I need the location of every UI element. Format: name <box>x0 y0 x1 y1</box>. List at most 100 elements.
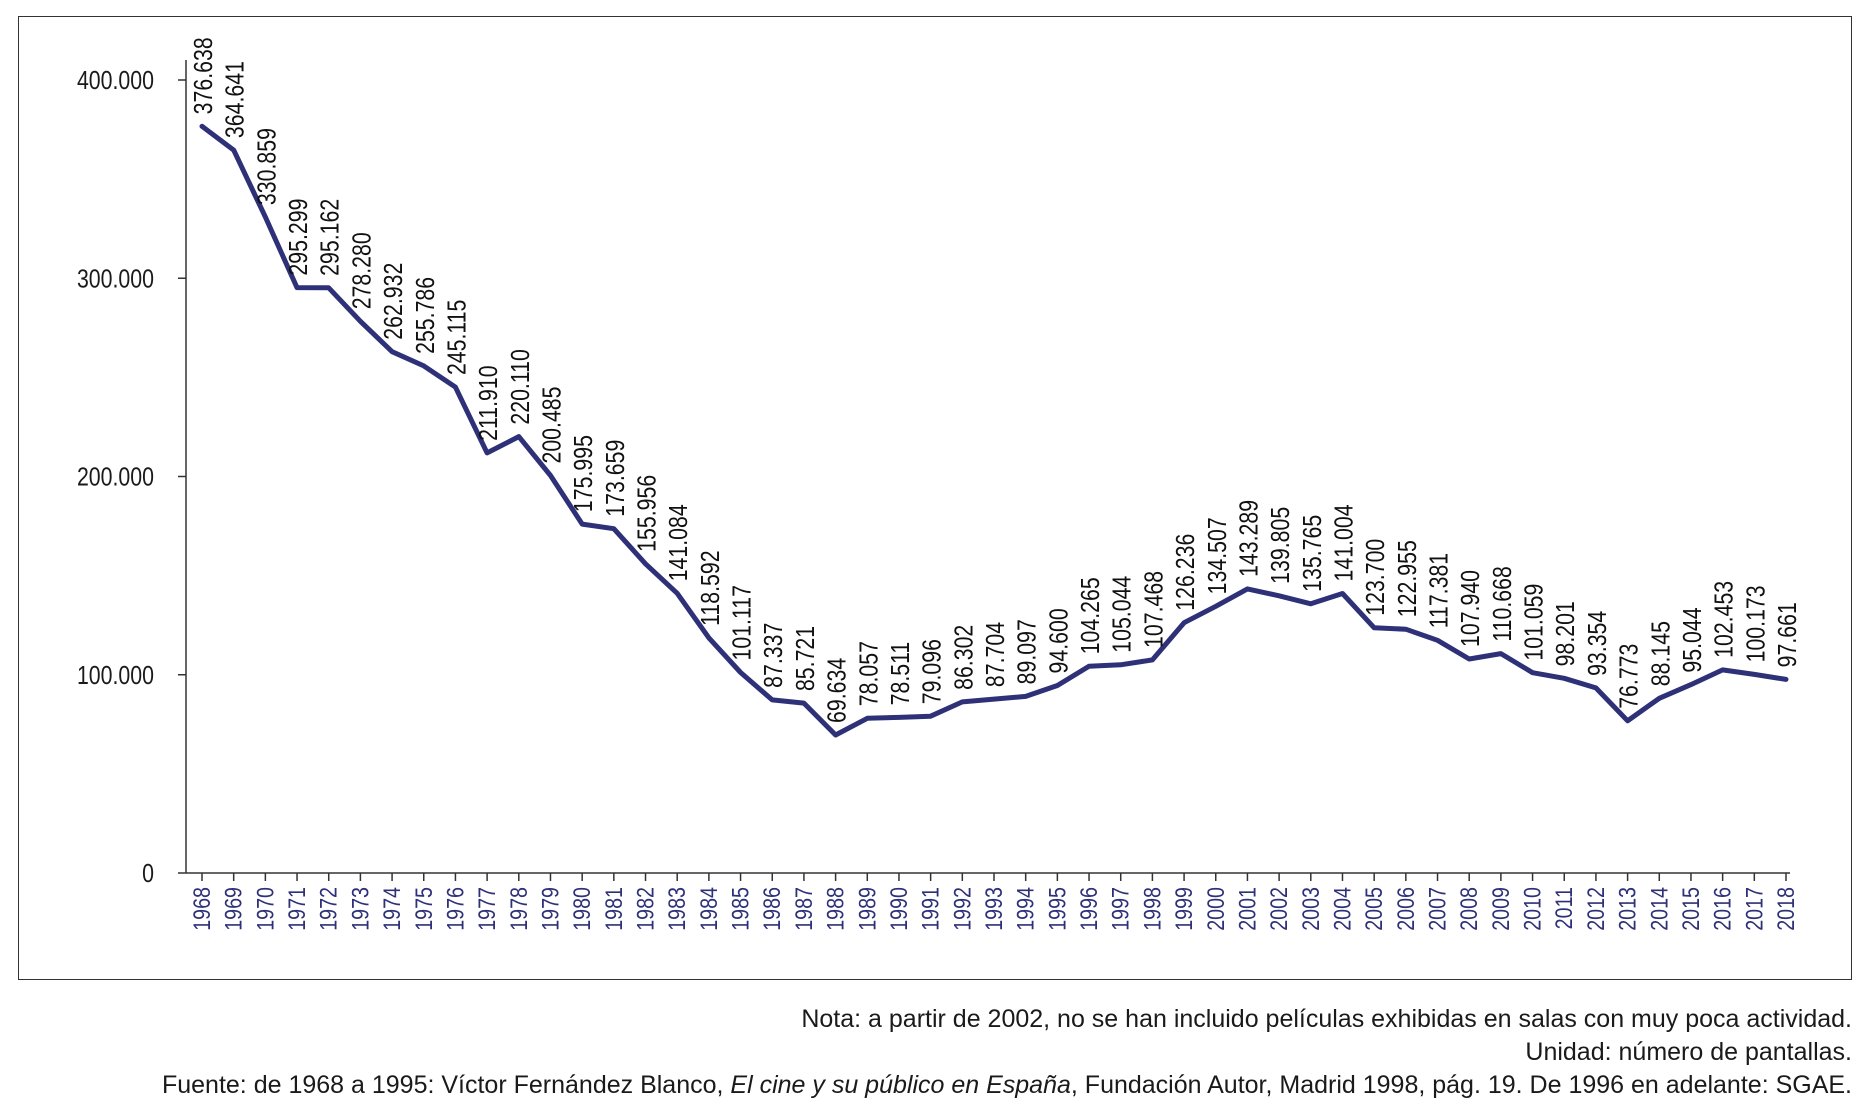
data-label: 87.337 <box>759 623 789 688</box>
x-tick-label: 2017 <box>1740 887 1767 931</box>
data-label: 93.354 <box>1583 611 1613 676</box>
data-label: 101.059 <box>1520 584 1550 661</box>
x-tick-label: 1985 <box>727 887 754 931</box>
y-axis: 0 100.000 200.000 300.000 400.000 <box>77 60 187 889</box>
data-label: 87.704 <box>981 622 1011 687</box>
data-label: 86.302 <box>949 625 979 690</box>
x-tick-label: 1991 <box>917 887 944 931</box>
data-label: 141.004 <box>1330 504 1360 581</box>
x-tick-label: 1978 <box>505 887 532 931</box>
data-label: 139.805 <box>1266 507 1296 584</box>
data-label: 122.955 <box>1393 540 1423 617</box>
data-label: 330.859 <box>252 128 282 205</box>
data-label: 98.201 <box>1551 601 1581 666</box>
data-label: 123.700 <box>1361 539 1391 616</box>
source-title: El cine y su público en España <box>730 1071 1071 1099</box>
x-tick-label: 2014 <box>1645 887 1672 931</box>
y-tick-label: 300.000 <box>77 264 154 294</box>
x-tick-label: 1982 <box>632 887 659 931</box>
x-tick-label: 2015 <box>1677 887 1704 931</box>
x-tick-label: 2003 <box>1297 887 1324 931</box>
data-label: 94.600 <box>1044 608 1074 673</box>
x-tick-label: 1980 <box>568 887 595 931</box>
data-label: 255.786 <box>411 277 441 354</box>
x-tick-label: 1970 <box>251 887 278 931</box>
x-tick-label: 1983 <box>663 887 690 931</box>
x-tick-label: 2018 <box>1772 887 1799 931</box>
data-label: 102.453 <box>1710 581 1740 658</box>
data-label: 295.162 <box>316 199 346 276</box>
x-tick-label: 2000 <box>1202 887 1229 931</box>
data-label: 104.265 <box>1076 577 1106 654</box>
data-label: 100.173 <box>1741 585 1771 662</box>
chart-frame <box>18 16 1852 980</box>
data-label: 110.668 <box>1488 566 1518 641</box>
x-tick-label: 2012 <box>1582 887 1609 931</box>
data-label: 173.659 <box>601 440 631 517</box>
x-tick-label: 1987 <box>790 887 817 931</box>
x-tick-label: 1979 <box>537 887 564 931</box>
x-tick-label: 1997 <box>1107 887 1134 931</box>
data-label: 79.096 <box>918 639 948 704</box>
data-label: 117.381 <box>1425 553 1455 628</box>
y-tick-label: 200.000 <box>77 463 154 493</box>
y-tick-label: 400.000 <box>77 66 154 96</box>
x-tick-label: 1993 <box>980 887 1007 931</box>
x-tick-label: 1992 <box>948 887 975 931</box>
data-label: 97.661 <box>1773 602 1803 667</box>
x-tick-label: 1998 <box>1139 887 1166 931</box>
data-label: 107.468 <box>1139 571 1169 648</box>
data-label: 135.765 <box>1298 515 1328 592</box>
data-label: 295.299 <box>284 199 314 276</box>
x-tick-label: 1996 <box>1075 887 1102 931</box>
data-label: 262.932 <box>379 263 409 340</box>
x-tick-label: 1972 <box>315 887 342 931</box>
data-label: 155.956 <box>633 475 663 552</box>
note-text: Nota: a partir de 2002, no se han inclui… <box>801 1005 1852 1033</box>
data-label: 245.115 <box>442 300 472 375</box>
data-label: 141.084 <box>664 504 694 581</box>
x-axis: 1968 1969 1970 1971 1972 1973 1974 1975 1976 1977… <box>186 872 1799 931</box>
x-tick-label: 1969 <box>220 887 247 931</box>
data-label: 95.044 <box>1678 607 1708 672</box>
data-label: 105.044 <box>1108 576 1138 653</box>
x-tick-label: 1995 <box>1043 887 1070 931</box>
x-tick-label: 1976 <box>442 887 469 931</box>
x-tick-label: 1986 <box>758 887 785 931</box>
series-line-group <box>199 123 1789 738</box>
x-tick-label: 1968 <box>188 887 215 931</box>
data-label: 134.507 <box>1203 517 1233 594</box>
source-prefix: Fuente: de 1968 a 1995: Víctor Fernández… <box>161 1071 731 1099</box>
y-tick-label: 100.000 <box>77 661 154 691</box>
source-suffix: , Fundación Autor, Madrid 1998, pág. 19.… <box>1070 1071 1852 1099</box>
data-label: 78.057 <box>854 641 884 706</box>
x-tick-label: 1974 <box>378 887 405 931</box>
x-tick-label: 1989 <box>853 887 880 931</box>
data-label: 85.721 <box>791 626 821 691</box>
x-tick-label: 2001 <box>1234 887 1261 931</box>
x-tick-label: 1994 <box>1012 887 1039 931</box>
x-tick-label: 1971 <box>283 887 310 931</box>
data-label: 220.110 <box>506 349 536 424</box>
x-tick-label: 2011 <box>1550 887 1577 929</box>
x-tick-label: 2008 <box>1455 887 1482 931</box>
data-label: 89.097 <box>1013 619 1043 684</box>
data-label: 175.995 <box>569 435 599 512</box>
data-label: 118.592 <box>696 550 726 625</box>
x-tick-label: 2004 <box>1329 887 1356 931</box>
x-tick-label: 2006 <box>1392 887 1419 931</box>
x-tick-label: 1975 <box>410 887 437 931</box>
x-tick-label: 1973 <box>347 887 374 931</box>
x-tick-label: 1984 <box>695 887 722 931</box>
x-tick-label: 2007 <box>1424 887 1451 931</box>
x-tick-label: 1990 <box>885 887 912 931</box>
data-label: 211.910 <box>474 365 504 440</box>
data-label: 376.638 <box>189 37 219 114</box>
x-tick-label: 2009 <box>1487 887 1514 931</box>
data-label: 200.485 <box>538 386 568 463</box>
data-label: 88.145 <box>1646 621 1676 686</box>
x-tick-label: 1988 <box>822 887 849 931</box>
x-tick-label: 2010 <box>1519 887 1546 931</box>
